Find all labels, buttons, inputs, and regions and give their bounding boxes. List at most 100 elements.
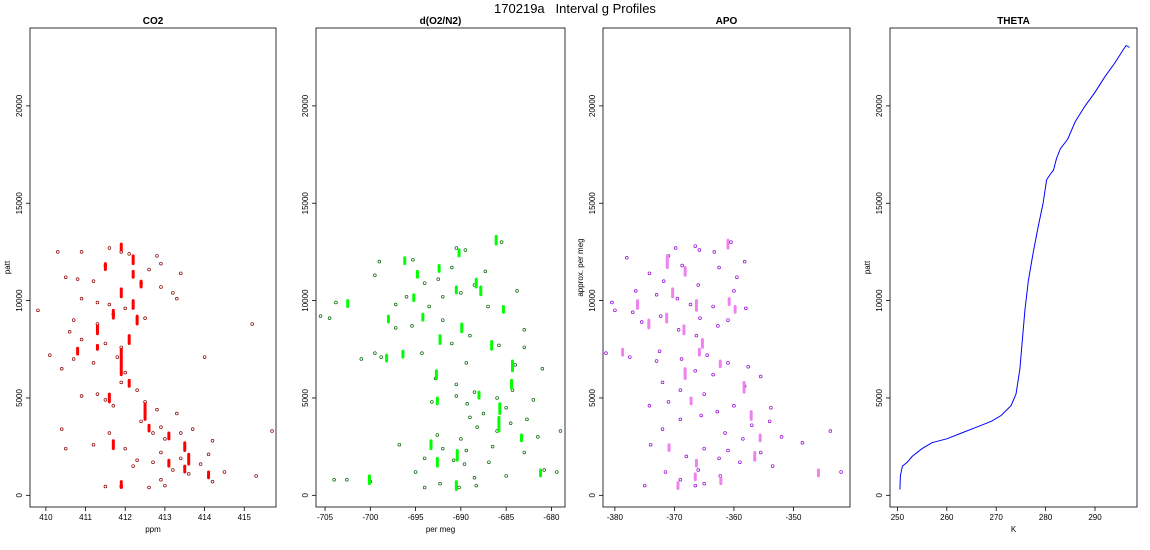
data-point [750, 423, 754, 427]
data-point [678, 417, 683, 422]
data-point [175, 296, 179, 301]
data-point [135, 388, 139, 392]
data-point [705, 353, 709, 357]
data-point [63, 446, 68, 451]
data-point [468, 415, 472, 420]
y-axis-label: patt [863, 260, 872, 274]
data-point [103, 398, 108, 402]
data-point [441, 294, 445, 299]
plot-frame [29, 27, 277, 508]
data-point [438, 481, 442, 486]
data-point [411, 257, 415, 262]
data-point [147, 267, 151, 272]
data-point [464, 361, 469, 365]
data-point [673, 246, 678, 250]
data-point [79, 296, 84, 301]
y-tick-label: 20000 [15, 94, 24, 117]
apo-panel: APO -380 -370 -360 -350 0 5000 10000 15000 20000 a… [576, 16, 851, 522]
data-point [697, 248, 702, 252]
data-point [481, 411, 486, 416]
data-point [159, 477, 163, 482]
data-point [675, 296, 680, 301]
data-point [531, 398, 536, 402]
data-point [723, 431, 727, 435]
data-point [222, 470, 227, 474]
data-point [127, 252, 131, 256]
data-point [404, 294, 409, 299]
x-tick-label: 270 [990, 513, 1004, 522]
data-point [663, 470, 668, 474]
data-point [450, 265, 454, 270]
data-point [103, 484, 108, 489]
data-point [504, 405, 508, 410]
data-point [171, 291, 175, 295]
data-point [465, 402, 469, 406]
data-point [159, 261, 163, 266]
co2-panel: CO2 410 411 412 413 414 415 0 5000 10000 15000 2000… [3, 16, 277, 534]
data-point [487, 460, 491, 464]
panel-title: APO [716, 16, 738, 27]
theta-panel: THETA 250 260 270 280 290 0 5000 10000 15000 20000… [863, 16, 1138, 534]
data-point [427, 304, 431, 309]
panel-title: CO2 [143, 16, 164, 27]
data-point [318, 314, 323, 318]
data-point [210, 439, 215, 443]
y-tick-label: 5000 [301, 389, 310, 407]
data-point [696, 283, 700, 287]
data-point [48, 353, 52, 357]
data-point [463, 248, 468, 252]
x-tick-label: 280 [1039, 513, 1053, 522]
data-point [711, 304, 715, 309]
data-point [679, 357, 684, 361]
data-point [726, 448, 730, 453]
y-tick-label: 0 [875, 493, 884, 498]
data-point [91, 279, 96, 283]
data-point [334, 300, 338, 305]
data-point [210, 479, 215, 484]
data-point [206, 452, 211, 457]
theta-line [899, 44, 1130, 490]
data-point [642, 483, 647, 488]
data-point [660, 427, 665, 431]
x-tick-label: 260 [940, 513, 954, 522]
data-point [758, 450, 763, 455]
data-point [483, 269, 488, 274]
data-point [540, 367, 545, 371]
data-point [163, 483, 167, 488]
y-tick-label: 0 [301, 493, 310, 498]
data-point [270, 429, 274, 433]
data-point [397, 442, 402, 447]
data-point [486, 304, 490, 309]
data-point [79, 394, 84, 398]
data-point [151, 431, 155, 435]
y-tick-label: 5000 [588, 389, 597, 407]
data-point [459, 437, 463, 441]
x-tick-label: -360 [726, 513, 743, 522]
data-point [454, 246, 459, 250]
data-point [186, 472, 191, 476]
data-point [741, 437, 745, 441]
data-point [758, 374, 763, 379]
y-tick-label: 15000 [875, 192, 884, 215]
data-point [459, 291, 463, 295]
data-point [525, 417, 529, 422]
data-point [123, 306, 127, 311]
data-point [490, 444, 495, 449]
data-point [472, 476, 477, 480]
x-tick-label: -370 [666, 513, 683, 522]
figure-title: 170219a Interval g Profiles [494, 1, 656, 16]
data-point [475, 425, 479, 429]
data-point [694, 333, 699, 338]
data-point [393, 326, 398, 330]
data-point [464, 448, 469, 453]
data-point [190, 427, 195, 431]
plot-frame [889, 27, 1138, 508]
y-tick-label: 10000 [588, 289, 597, 312]
x-tick-label: -705 [317, 513, 334, 522]
data-point [151, 460, 155, 464]
data-point [742, 259, 747, 264]
data-point [107, 246, 112, 250]
data-point [769, 405, 773, 410]
data-point [696, 468, 700, 472]
data-point [770, 464, 775, 468]
